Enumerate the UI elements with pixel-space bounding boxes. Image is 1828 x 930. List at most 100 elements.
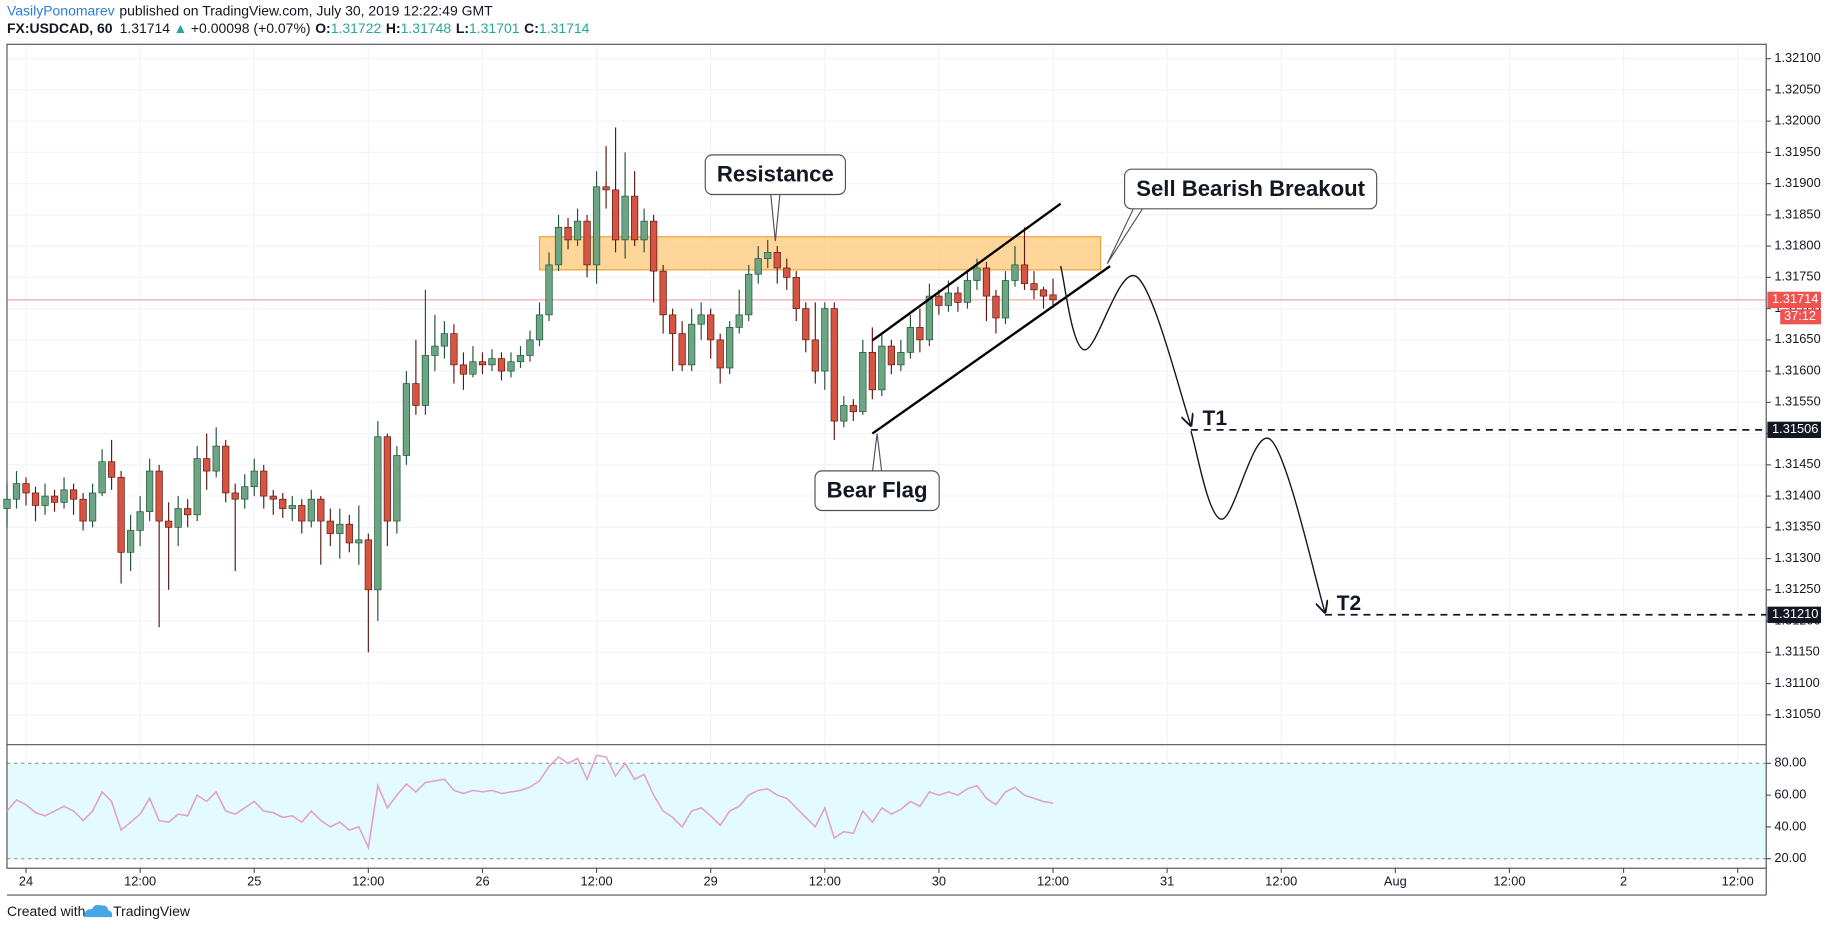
y-tick-label: 1.31050 [1774,706,1820,721]
candle-body [868,352,876,391]
x-tick-label: 12:00 [581,874,613,889]
candle-body [146,470,154,513]
candle-body [50,495,59,503]
candle-body [592,186,601,266]
y-tick-label: 1.31600 [1774,362,1820,377]
rsi-line [6,754,1054,851]
candle-body [954,292,962,303]
candle-body [336,523,344,534]
candle-body [697,314,705,325]
candle-body [184,508,192,516]
candle-body [792,277,800,309]
symbol: FX:USDCAD, 60 [7,20,113,36]
y-tick-label: 1.31650 [1774,331,1820,346]
candle-body [783,267,791,278]
callout-box [1123,168,1378,210]
candle-body [412,383,420,406]
candle-body [260,470,268,497]
candle-body [764,252,772,259]
last: 1.31714 [120,20,171,36]
y-tick-label: 1.31150 [1774,644,1819,659]
candle-body [640,220,648,241]
arrow: ▲ [174,20,188,36]
candle-body [241,486,249,500]
projection-path [1190,430,1325,612]
candle-body [31,492,40,506]
target-name: T1 [1203,407,1228,430]
candle-body [383,436,391,522]
published: published on TradingView.com, July 30, 2… [119,2,493,18]
rsi-tick-label: 60.00 [1774,787,1806,802]
brand-logo[interactable] [83,904,113,918]
candle-body [716,339,724,369]
candle-body [1020,264,1029,284]
x-tick-label: 2 [1620,874,1627,889]
candle-body [174,508,182,528]
target-price-box [1767,606,1822,623]
candle-body [393,455,401,522]
candle-body [1039,289,1048,297]
candle-body [79,498,87,522]
candle-body [41,495,49,506]
candle-body [573,220,582,241]
candle-body [374,436,382,591]
candle-body [497,358,506,372]
candle-body [222,445,230,494]
author[interactable]: VasilyPonomarev [7,2,115,18]
candle-body [478,361,487,366]
channel-line [871,265,1111,435]
candle-body [925,295,934,341]
candle-body [944,292,953,306]
target-price-label: 1.31210 [1772,606,1818,621]
target-price-box [1767,421,1822,438]
channel-line [871,202,1062,342]
candle-body [136,511,144,531]
candle-body [155,470,163,522]
callout-pointer [770,192,781,242]
candle-body [459,364,468,375]
y-tick-label: 1.31400 [1774,487,1820,502]
candle-body [488,358,496,366]
callout-box [704,154,847,196]
y-tick-label: 1.31900 [1774,175,1820,190]
candle-body [3,498,11,509]
candle-body [402,383,410,456]
candle-body [982,267,991,297]
candle-body [602,186,610,191]
candle-body [935,295,943,306]
candle-body [830,308,838,422]
ohlc-label: O: [315,20,331,36]
candle-body [117,476,125,553]
x-tick-label: 12:00 [1265,874,1297,889]
candle-body [669,314,677,334]
candle-body [707,314,715,341]
candle-body [840,405,848,422]
candle-body [678,333,686,366]
candle-body [364,539,372,591]
candle-body [60,489,68,503]
y-tick-label: 1.31550 [1774,394,1820,409]
candle-body [611,189,620,241]
projection-path [1059,265,1191,425]
candle-body [1030,283,1038,291]
footer-text: Created with [7,903,85,919]
candle-body [554,227,563,266]
candle-body [107,461,116,478]
ohlc-value: 1.31722 [331,20,382,36]
candle-body [545,264,553,316]
candle-body [326,520,334,534]
candle-body [992,295,1000,319]
brand[interactable]: TradingView [113,903,191,919]
candle-body [127,530,135,553]
y-tick-label: 1.31800 [1774,238,1820,253]
ohlc-label: C: [524,20,539,36]
candle-body [288,505,296,509]
x-tick-label: 12:00 [124,874,156,889]
candle-body [621,195,629,241]
candle-body [754,258,762,275]
candle-body [773,252,781,269]
candle-body [1011,264,1019,281]
rsi-tick-label: 80.00 [1774,755,1806,770]
